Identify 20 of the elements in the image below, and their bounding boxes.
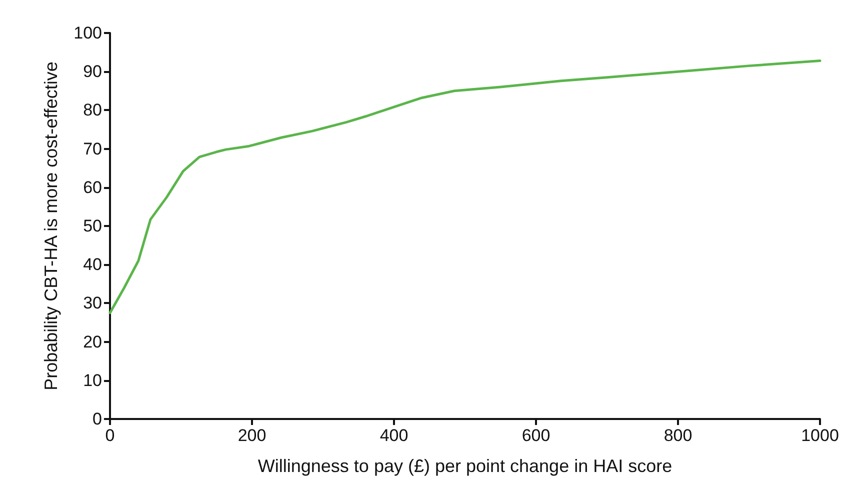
y-tick-label: 90 [83,62,102,82]
x-tick-label: 1000 [801,426,839,445]
y-tick-label: 60 [83,178,102,197]
x-tick-label: 400 [380,426,408,445]
y-tick-label: 20 [83,332,102,352]
y-tick-label: 50 [83,216,102,236]
x-tick-label: 200 [238,426,266,445]
x-tick-label: 0 [105,426,115,445]
y-tick-label: 70 [83,139,102,158]
y-tick-label: 100 [74,24,102,42]
y-tick-label: 10 [83,370,102,390]
x-tick-label: 600 [522,426,550,445]
x-axis-title: Willingness to pay (£) per point change in HAI score [258,456,672,476]
y-tick-label: 30 [83,294,102,313]
x-tick-label: 800 [664,426,692,445]
line-series [108,60,822,314]
y-tick-label: 40 [83,255,102,274]
y-tick-label: 0 [92,410,102,428]
y-tick-label: 80 [83,100,102,120]
y-axis-title: Probability CBT-HA is more cost-effective [41,62,61,390]
